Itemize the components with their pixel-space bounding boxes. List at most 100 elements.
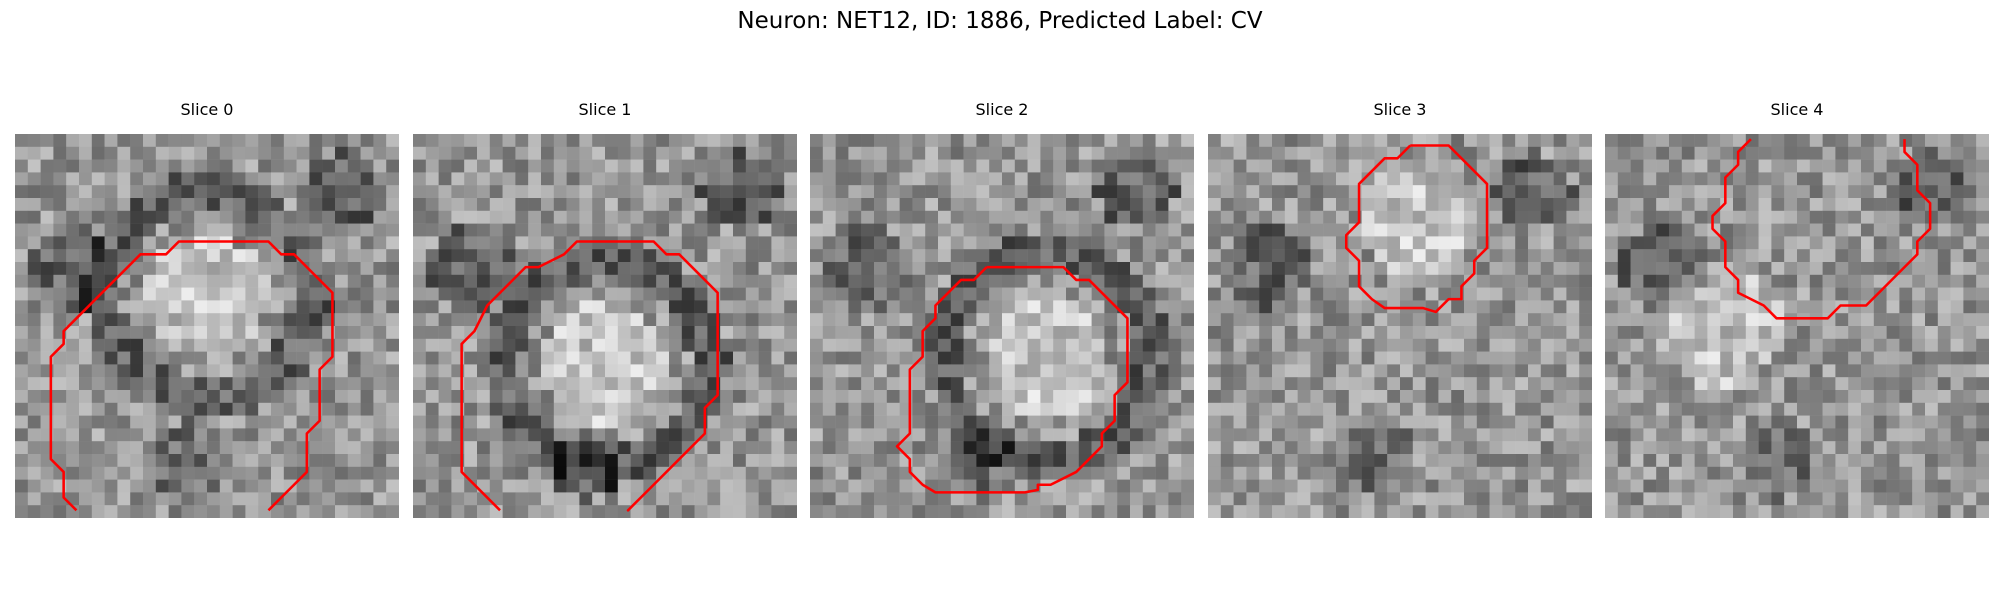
pixel (79, 172, 93, 186)
pixel (1310, 159, 1324, 173)
pixel (1310, 402, 1324, 416)
pixel (143, 159, 157, 173)
pixel (1656, 479, 1670, 493)
pixel (1284, 466, 1298, 480)
pixel (27, 454, 41, 468)
pixel (79, 377, 93, 391)
pixel (40, 338, 54, 352)
pixel (425, 134, 439, 148)
pixel (758, 402, 772, 416)
pixel (1155, 338, 1169, 352)
pixel (1168, 415, 1182, 429)
pixel (309, 505, 323, 518)
pixel (1451, 159, 1465, 173)
pixel (861, 351, 875, 365)
pixel (1155, 159, 1169, 173)
slice-title-0: Slice 0 (180, 100, 234, 119)
pixel (1284, 223, 1298, 237)
pixel (1540, 300, 1554, 314)
pixel (1809, 287, 1823, 301)
pixel (553, 441, 567, 455)
pixel (758, 428, 772, 442)
pixel (630, 505, 644, 518)
pixel (771, 492, 785, 506)
pixel (232, 338, 246, 352)
pixel (681, 466, 695, 480)
pixel (1515, 313, 1529, 327)
pixel (91, 210, 105, 224)
pixel (1515, 479, 1529, 493)
pixel (874, 402, 888, 416)
pixel (1694, 185, 1708, 199)
pixel (1515, 236, 1529, 250)
pixel (1464, 313, 1478, 327)
pixel (1259, 390, 1273, 404)
pixel (938, 377, 952, 391)
pixel (784, 364, 797, 378)
pixel (592, 441, 606, 455)
pixel (1323, 287, 1337, 301)
pixel (1720, 313, 1734, 327)
pixel (1540, 364, 1554, 378)
pixel (912, 441, 926, 455)
pixel (1784, 415, 1798, 429)
pixel (758, 262, 772, 276)
pixel (758, 326, 772, 340)
pixel (771, 198, 785, 212)
pixel (1168, 326, 1182, 340)
pixel (66, 274, 80, 288)
pixel (347, 415, 361, 429)
pixel (1899, 274, 1913, 288)
pixel (1707, 300, 1721, 314)
pixel (155, 466, 169, 480)
pixel (1078, 198, 1092, 212)
pixel (1912, 262, 1926, 276)
pixel (989, 185, 1003, 199)
pixel (27, 338, 41, 352)
pixel (515, 351, 529, 365)
pixel (40, 249, 54, 263)
pixel (1515, 159, 1529, 173)
pixel (515, 262, 529, 276)
pixel (976, 185, 990, 199)
pixel (1566, 223, 1580, 237)
pixel (489, 134, 503, 148)
pixel (1374, 198, 1388, 212)
pixel (373, 159, 387, 173)
pixel (669, 236, 683, 250)
pixel (451, 223, 465, 237)
pixel (1310, 134, 1324, 148)
pixel (1438, 134, 1452, 148)
pixel (874, 454, 888, 468)
pixel (1233, 313, 1247, 327)
pixel (413, 466, 427, 480)
pixel (579, 505, 593, 518)
pixel (1694, 223, 1708, 237)
pixel (1630, 198, 1644, 212)
pixel (1155, 377, 1169, 391)
pixel (245, 415, 259, 429)
pixel (886, 172, 900, 186)
pixel (1771, 364, 1785, 378)
pixel (848, 454, 862, 468)
pixel (886, 492, 900, 506)
pixel (130, 428, 144, 442)
pixel (1233, 466, 1247, 480)
pixel (1361, 428, 1375, 442)
pixel (1053, 390, 1067, 404)
pixel (1579, 466, 1592, 480)
pixel (1476, 466, 1490, 480)
contour-line-3 (1344, 144, 1489, 314)
pixel (1669, 441, 1683, 455)
pixel (1758, 466, 1772, 480)
pixel (528, 505, 542, 518)
pixel (1540, 172, 1554, 186)
pixel (1130, 223, 1144, 237)
pixel (989, 223, 1003, 237)
pixel (1336, 210, 1350, 224)
pixel (899, 351, 913, 365)
pixel (515, 287, 529, 301)
pixel (1387, 223, 1401, 237)
pixel (1733, 479, 1747, 493)
pixel (1528, 249, 1542, 263)
